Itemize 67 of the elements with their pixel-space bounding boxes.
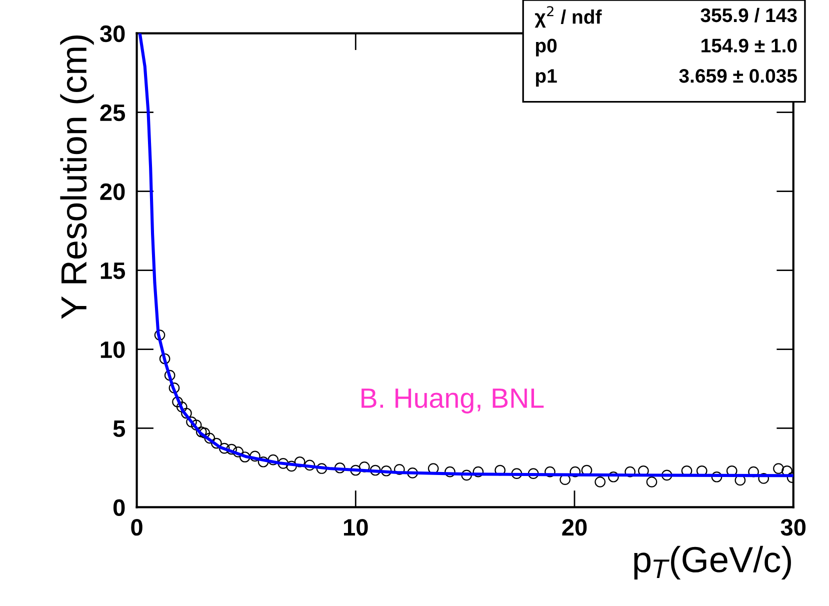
point bbox=[461, 470, 472, 481]
point bbox=[608, 471, 619, 482]
point bbox=[159, 353, 170, 364]
point bbox=[278, 458, 289, 469]
x-axis-title: p$_{T}$(GeV/c) bbox=[634, 546, 791, 580]
point bbox=[176, 402, 188, 412]
text: 355.9 / 143 bbox=[700, 8, 797, 22]
point bbox=[218, 442, 230, 454]
y-axis-title: Y Resolution (cm) bbox=[60, 36, 94, 319]
point bbox=[186, 416, 197, 428]
x-tick-label: 10 bbox=[344, 518, 368, 536]
point bbox=[528, 468, 539, 479]
point bbox=[172, 396, 183, 408]
point bbox=[181, 408, 192, 419]
point bbox=[154, 330, 166, 340]
y-tick-label: 20 bbox=[100, 183, 125, 200]
point bbox=[232, 446, 244, 458]
point bbox=[394, 464, 405, 475]
y-tick-label: 15 bbox=[100, 262, 126, 280]
point bbox=[294, 456, 306, 468]
point bbox=[304, 460, 316, 471]
point bbox=[286, 460, 297, 472]
annotation: 3.659 ± 0.035 bbox=[679, 69, 797, 83]
y-tick-label: 0 bbox=[113, 499, 125, 516]
point bbox=[199, 428, 210, 438]
point bbox=[316, 463, 328, 474]
point bbox=[204, 432, 216, 444]
y-tick-label: 30 bbox=[100, 25, 125, 42]
point bbox=[190, 420, 202, 430]
point bbox=[196, 426, 207, 438]
annotation: B. Huang, BNL bbox=[362, 388, 544, 414]
annotation: p1 bbox=[536, 69, 557, 87]
point bbox=[661, 470, 672, 481]
point bbox=[624, 466, 636, 478]
point bbox=[370, 464, 381, 476]
point bbox=[250, 450, 260, 462]
point bbox=[711, 471, 722, 482]
point bbox=[211, 438, 222, 449]
text: χ$^{2}$ / ndf bbox=[534, 6, 602, 28]
annotation: 154.9 ± 1.0 bbox=[702, 38, 797, 52]
point bbox=[646, 476, 658, 488]
point bbox=[472, 466, 484, 478]
point bbox=[594, 476, 606, 488]
y-tick-label: 25 bbox=[100, 104, 126, 122]
point bbox=[444, 466, 456, 478]
annotation: p0 bbox=[536, 38, 557, 56]
y-tick-label: 5 bbox=[113, 420, 126, 438]
point bbox=[511, 468, 522, 479]
point bbox=[239, 452, 250, 462]
x-tick-label: 20 bbox=[562, 518, 587, 536]
point bbox=[758, 473, 770, 484]
x-tick-label: 30 bbox=[780, 518, 806, 536]
point bbox=[358, 462, 370, 472]
point bbox=[350, 464, 362, 476]
point bbox=[168, 382, 180, 394]
point bbox=[773, 463, 784, 474]
point bbox=[258, 456, 269, 468]
point bbox=[570, 466, 581, 478]
point bbox=[268, 454, 279, 466]
point bbox=[407, 468, 418, 478]
point bbox=[380, 465, 392, 476]
point bbox=[164, 370, 176, 381]
point bbox=[226, 444, 237, 455]
y-tick-label: 10 bbox=[100, 341, 125, 358]
point bbox=[544, 466, 556, 478]
x-tick-label: 0 bbox=[131, 518, 142, 536]
point bbox=[334, 462, 346, 474]
